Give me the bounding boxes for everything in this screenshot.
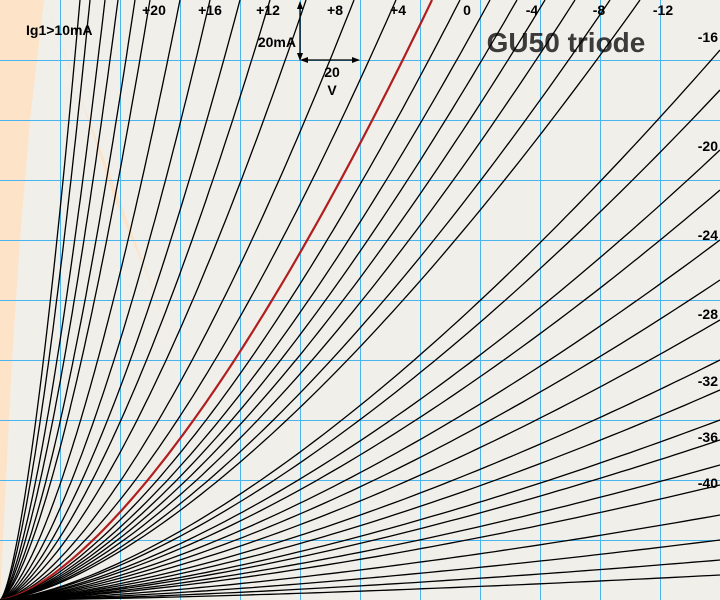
plate-curve bbox=[0, 464, 720, 600]
scale-arrowhead-right bbox=[352, 57, 360, 63]
plate-curve bbox=[0, 484, 720, 600]
plate-curve bbox=[0, 0, 397, 600]
plate-curve bbox=[0, 49, 720, 600]
plate-curve bbox=[0, 0, 271, 600]
top-tick-label: -12 bbox=[653, 2, 673, 18]
plate-curve bbox=[0, 539, 720, 600]
top-tick-label: +8 bbox=[327, 2, 343, 18]
right-tick-label: -16 bbox=[698, 29, 718, 45]
plate-curve bbox=[0, 0, 461, 600]
plate-curve bbox=[0, 389, 720, 600]
top-tick-label: 0 bbox=[463, 2, 471, 18]
plate-curve bbox=[0, 0, 106, 600]
plate-curve bbox=[0, 89, 720, 600]
plate-curve bbox=[0, 0, 241, 600]
plate-curve bbox=[0, 419, 720, 600]
right-tick-label: -32 bbox=[698, 373, 718, 389]
plate-curve bbox=[0, 0, 81, 600]
right-tick-labels: -16 -20 -24 -28 -32 -36 -40 bbox=[698, 29, 718, 491]
top-tick-label: +4 bbox=[390, 2, 406, 18]
scale-voltage-value: 20 bbox=[324, 64, 340, 80]
plate-curve bbox=[0, 439, 720, 600]
plate-curve bbox=[0, 0, 611, 600]
plate-curve bbox=[0, 149, 720, 600]
plate-curve bbox=[0, 0, 181, 600]
curve-0v-highlight bbox=[0, 0, 433, 600]
right-tick-label: -36 bbox=[698, 429, 718, 445]
plate-curve bbox=[0, 0, 119, 600]
scale-voltage-unit: V bbox=[327, 82, 337, 98]
plate-curve bbox=[0, 574, 720, 600]
plate-curve bbox=[0, 559, 720, 600]
plate-curve bbox=[0, 359, 720, 600]
scale-arrowhead-down bbox=[297, 53, 303, 61]
right-tick-label: -20 bbox=[698, 138, 718, 154]
chart-title-watermark: GU50 triode bbox=[487, 27, 646, 58]
plate-curve bbox=[0, 0, 307, 600]
right-tick-label: -40 bbox=[698, 475, 718, 491]
top-tick-label: -4 bbox=[526, 2, 539, 18]
right-tick-label: -24 bbox=[698, 227, 718, 243]
plate-curve bbox=[0, 0, 518, 600]
top-tick-label: +20 bbox=[142, 2, 166, 18]
plate-curve bbox=[0, 319, 720, 600]
plate-curve bbox=[0, 0, 491, 600]
scale-arrowhead-up bbox=[297, 1, 303, 9]
plate-curve bbox=[0, 239, 720, 600]
grid-current-region-label: Ig1>10mA bbox=[26, 22, 93, 38]
plate-curve bbox=[0, 0, 211, 600]
plate-curve bbox=[0, 0, 136, 600]
plate-curve bbox=[0, 0, 151, 600]
top-tick-label: -8 bbox=[593, 2, 606, 18]
plate-curve bbox=[0, 514, 720, 600]
right-tick-label: -28 bbox=[698, 306, 718, 322]
top-tick-labels: +20 +16 +12 +8 +4 0 -4 -8 -12 bbox=[142, 2, 673, 18]
plate-curve bbox=[0, 189, 720, 600]
plate-curve bbox=[0, 0, 91, 600]
scale-current-label: 20mA bbox=[258, 34, 296, 50]
top-tick-label: +12 bbox=[256, 2, 280, 18]
plate-curve bbox=[0, 279, 720, 600]
scale-arrowhead-left bbox=[300, 57, 308, 63]
top-tick-label: +16 bbox=[198, 2, 222, 18]
plate-curve bbox=[0, 0, 641, 600]
scale-indicator bbox=[297, 1, 360, 63]
plate-curve bbox=[0, 0, 546, 600]
plate-curve bbox=[0, 0, 355, 600]
plate-curve bbox=[0, 0, 576, 600]
